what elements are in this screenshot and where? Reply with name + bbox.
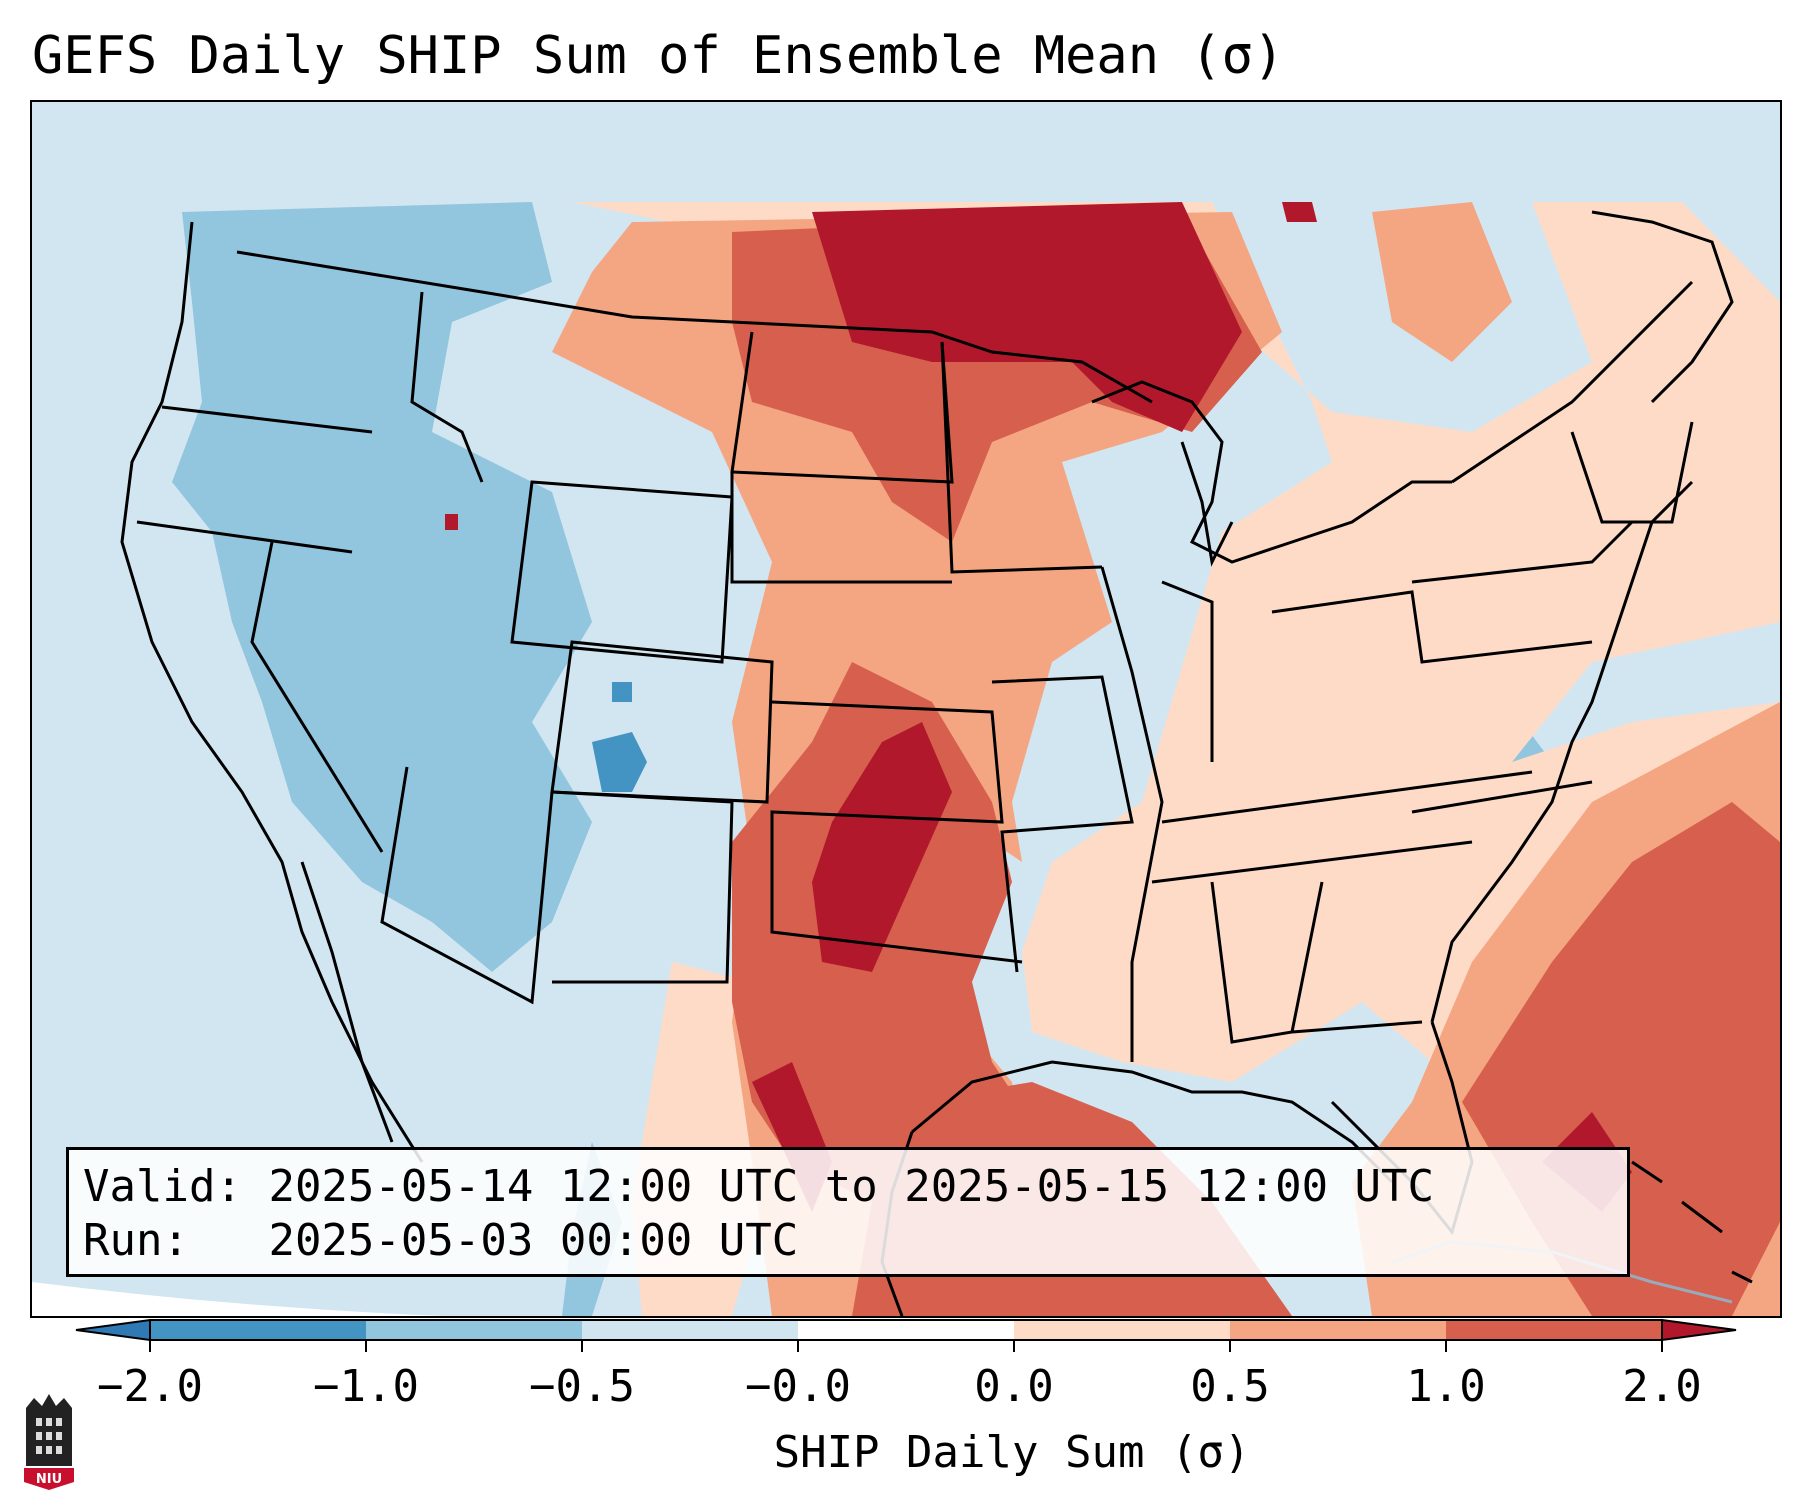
state-line-il-in: [1161, 580, 1214, 762]
state-line-id-mt: [410, 291, 484, 483]
run-label: Run:: [83, 1215, 189, 1266]
state-line-al-ga: [1210, 881, 1324, 1044]
anomaly-region-quebec-moderate: [1372, 202, 1512, 362]
colorbar-extend-high: [1661, 1318, 1737, 1342]
colorbar-tick-label: −0.0: [745, 1361, 851, 1412]
anomaly-region-oklahoma-extreme: [812, 722, 952, 972]
colorbar-bin-6: [1230, 1320, 1446, 1340]
great-lakes: [1091, 380, 1452, 564]
west-coast: [120, 221, 424, 1163]
state-line-nevada: [250, 541, 384, 853]
colorbar-tick-label: 0.0: [974, 1361, 1054, 1412]
state-line-new-england: [1570, 421, 1694, 524]
anomaly-region-northeast-positive: [1672, 422, 1780, 602]
anomaly-spot-colorado: [592, 732, 647, 792]
map-canvas: [32, 202, 1780, 1316]
state-line-tn-ky: [1161, 770, 1533, 824]
colorbar-bin-5: [1014, 1320, 1230, 1340]
hudson-bay-edge: [1591, 210, 1734, 404]
state-line-tn-al: [1151, 840, 1473, 884]
state-line-oh-pa: [1271, 590, 1593, 664]
colorbar-extend-low: [75, 1318, 151, 1342]
anomaly-spot-colorado-2: [612, 682, 632, 702]
us-canada-border: [236, 250, 1153, 404]
colorbar-tick-label: −2.0: [97, 1361, 203, 1412]
colorbar-bin-1: [150, 1320, 366, 1340]
state-line-wy: [510, 480, 734, 664]
anomaly-region-dakotas-extreme: [812, 202, 1242, 432]
colorbar-frame: [149, 1319, 1663, 1341]
state-line-co: [550, 640, 774, 804]
colorbar-ticks: [149, 1340, 1663, 1352]
colorbar-tick-label: −0.5: [529, 1361, 635, 1412]
colorbar-tick-label: 2.0: [1622, 1361, 1702, 1412]
valid-run-info-box: Valid: 2025-05-14 12:00 UTC to 2025-05-1…: [66, 1147, 1630, 1277]
colorbar: [75, 1318, 1737, 1352]
bahamas: [1631, 1160, 1753, 1284]
colorbar-tick-label: −1.0: [313, 1361, 419, 1412]
colorbar-bin-2: [366, 1320, 582, 1340]
baja-peninsula: [300, 861, 394, 1143]
run-line: Run: 2025-05-03 00:00 UTC: [83, 1216, 798, 1266]
colorbar-bin-7: [1446, 1320, 1662, 1340]
valid-label: Valid:: [83, 1161, 242, 1212]
projection-outside-area: [32, 1282, 832, 1316]
state-line-nm-tx: [551, 790, 734, 984]
east-coast: [1430, 480, 1694, 1023]
colorbar-bin-4: [798, 1320, 1014, 1340]
colorbar-tick-label: 0.5: [1190, 1361, 1270, 1412]
state-line-ny-pa: [1411, 520, 1634, 584]
state-line-or-ca: [136, 520, 353, 554]
state-line-dakotas: [730, 331, 954, 484]
map-title: GEFS Daily SHIP Sum of Ensemble Mean (σ): [32, 26, 1285, 86]
state-line-va-nc: [1411, 780, 1593, 814]
niu-logo-text: NIU: [36, 1472, 62, 1487]
map-boundaries: [120, 210, 1753, 1316]
anomaly-region-west-negative: [172, 202, 592, 972]
colorbar-bin-3: [582, 1320, 798, 1340]
state-line-ga-fl: [1291, 1020, 1423, 1034]
state-line-az-nm: [380, 766, 554, 1005]
state-line-mn-ia: [940, 341, 1103, 574]
state-line-mo-ar: [991, 675, 1134, 973]
colorbar-tick-label: 1.0: [1406, 1361, 1486, 1412]
state-line-ks-ok: [770, 700, 1023, 964]
anomaly-spot-quebec: [1282, 202, 1317, 222]
run-value: 2025-05-03 00:00 UTC: [268, 1215, 799, 1266]
anomaly-spot-utah: [445, 514, 458, 530]
valid-line: Valid: 2025-05-14 12:00 UTC to 2025-05-1…: [83, 1162, 1434, 1212]
colorbar-label: SHIP Daily Sum (σ): [773, 1427, 1251, 1478]
valid-value: 2025-05-14 12:00 UTC to 2025-05-15 12:00…: [268, 1161, 1435, 1212]
lake-michigan: [1180, 441, 1234, 567]
state-line-sd-ne: [730, 472, 952, 584]
st-lawrence: [1451, 280, 1694, 484]
gulf-coast: [911, 1060, 1394, 1184]
map-panel: [30, 100, 1782, 1318]
niu-logo-icon: NIU: [24, 1394, 74, 1490]
state-line-wa-or: [161, 405, 373, 434]
state-line-ms-river: [1100, 566, 1164, 1062]
